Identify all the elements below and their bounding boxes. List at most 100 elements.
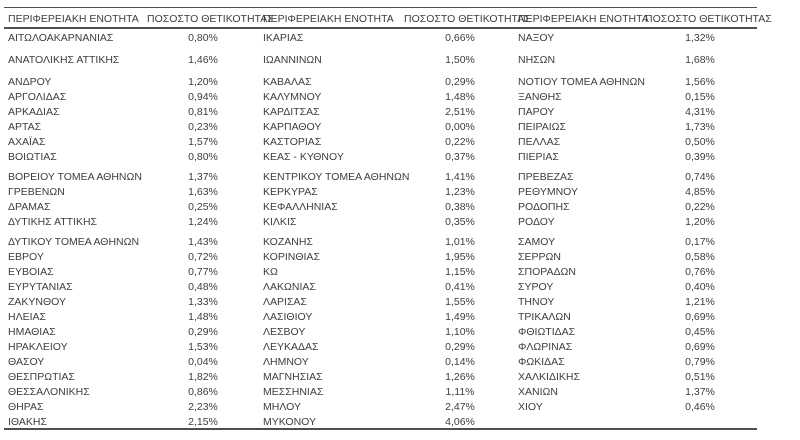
region-name: ΧΑΝΙΩΝ: [518, 386, 558, 398]
region-name: ΗΜΑΘΙΑΣ: [8, 326, 56, 338]
region-name: ΚΕΝΤΡΙΚΟΥ ΤΟΜΕΑ ΑΘΗΝΩΝ: [263, 171, 410, 183]
positivity-rate: 0,51%: [685, 371, 715, 383]
positivity-rate: 1,48%: [188, 311, 218, 323]
region-name: ΚΕΡΚΥΡΑΣ: [263, 186, 318, 198]
table-row: ΕΥΒΟΙΑΣ 0,77%: [8, 265, 258, 280]
table-row: ΚΑΒΑΛΑΣ 0,29%: [263, 75, 515, 90]
region-name: ΑΝΔΡΟΥ: [8, 76, 52, 88]
table-row: ΘΑΣΟΥ 0,04%: [8, 355, 258, 370]
positivity-rate: 0,37%: [445, 151, 475, 163]
column-header-rate: ΠΟΣΟΣΤΟ ΘΕΤΙΚΟΤΗΤΑΣ: [645, 13, 772, 25]
positivity-rate: 0,41%: [445, 281, 475, 293]
region-name: ΚΟΡΙΝΘΙΑΣ: [263, 251, 320, 263]
region-name: ΘΕΣΣΑΛΟΝΙΚΗΣ: [8, 386, 90, 398]
region-name: ΚΑΛΥΜΝΟΥ: [263, 91, 322, 103]
table-rows: ΝΑΞΟΥ 1,32% ΝΗΣΩΝ 1,68% ΝΟΤΙΟΥ ΤΟΜΕΑ ΑΘΗΝΩΝ 1…: [518, 31, 758, 415]
positivity-rate: 0,39%: [685, 151, 715, 163]
positivity-rate: 0,86%: [188, 386, 218, 398]
region-name: ΖΑΚΥΝΘΟΥ: [8, 296, 67, 308]
table-rows: ΙΚΑΡΙΑΣ 0,66% ΙΩΑΝΝΙΝΩΝ 1,50% ΚΑΒΑΛΑΣ 0,29% ΚΑ…: [263, 31, 515, 430]
table-row: ΛΑΡΙΣΑΣ 1,55%: [263, 295, 515, 310]
table-row: ΣΠΟΡΑΔΩΝ 0,76%: [518, 265, 758, 280]
region-name: ΛΑΣΙΘΙΟΥ: [263, 311, 313, 323]
region-name: ΗΛΕΙΑΣ: [8, 311, 47, 323]
positivity-rate: 0,29%: [445, 76, 475, 88]
table-row: ΕΥΡΥΤΑΝΙΑΣ 0,48%: [8, 280, 258, 295]
region-name: ΣΑΜΟΥ: [518, 236, 556, 248]
region-name: ΑΝΑΤΟΛΙΚΗΣ ΑΤΤΙΚΗΣ: [8, 54, 120, 66]
region-name: ΜΥΚΟΝΟΥ: [263, 416, 317, 428]
table-row: ΘΕΣΠΡΩΤΙΑΣ 1,82%: [8, 370, 258, 385]
positivity-rate: 1,41%: [445, 171, 475, 183]
region-name: ΙΚΑΡΙΑΣ: [263, 32, 304, 44]
column-header-region: ΠΕΡΙΦΕΡΕΙΑΚΗ ΕΝΟΤΗΤΑ: [263, 13, 394, 25]
positivity-rate: 0,15%: [685, 91, 715, 103]
positivity-rate: 1,21%: [685, 296, 715, 308]
region-name: ΑΡΓΟΛΙΔΑΣ: [8, 91, 67, 103]
region-name: ΠΑΡΟΥ: [518, 106, 555, 118]
table-row: ΜΥΚΟΝΟΥ 4,06%: [263, 415, 515, 430]
table-row: ΑΙΤΩΛΟΑΚΑΡΝΑΝΙΑΣ 0,80%: [8, 31, 258, 46]
region-name: ΕΥΒΟΙΑΣ: [8, 266, 54, 278]
positivity-rate: 0,04%: [188, 356, 218, 368]
positivity-rate: 1,43%: [188, 236, 218, 248]
region-name: ΛΕΥΚΑΔΑΣ: [263, 341, 319, 353]
region-name: ΝΑΞΟΥ: [518, 32, 555, 44]
table-row: ΤΡΙΚΑΛΩΝ 0,69%: [518, 310, 758, 325]
positivity-rate: 1,24%: [188, 216, 218, 228]
table-row: ΡΟΔΟΠΗΣ 0,22%: [518, 200, 758, 215]
table-row: ΧΙΟΥ 0,46%: [518, 400, 758, 415]
table-column-3: ΠΕΡΙΦΕΡΕΙΑΚΗ ΕΝΟΤΗΤΑ ΠΟΣΟΣΤΟ ΘΕΤΙΚΟΤΗΤΑΣ…: [518, 0, 772, 440]
positivity-rate: 0,69%: [685, 311, 715, 323]
positivity-rate: 0,66%: [445, 32, 475, 44]
region-name: ΜΑΓΝΗΣΙΑΣ: [263, 371, 323, 383]
positivity-rate: 1,32%: [685, 32, 715, 44]
table-row: ΤΗΝΟΥ 1,21%: [518, 295, 758, 310]
table-row: ΘΕΣΣΑΛΟΝΙΚΗΣ 0,86%: [8, 385, 258, 400]
region-name: ΝΟΤΙΟΥ ΤΟΜΕΑ ΑΘΗΝΩΝ: [518, 76, 645, 88]
table-row: ΕΒΡΟΥ 0,72%: [8, 250, 258, 265]
region-name: ΓΡΕΒΕΝΩΝ: [8, 186, 65, 198]
positivity-rate: 0,81%: [188, 106, 218, 118]
table-row: ΗΡΑΚΛΕΙΟΥ 1,53%: [8, 340, 258, 355]
positivity-rate: 1,20%: [685, 216, 715, 228]
table-row: ΚΕΡΚΥΡΑΣ 1,23%: [263, 185, 515, 200]
positivity-rate: 2,47%: [445, 401, 475, 413]
positivity-rate: 0,14%: [445, 356, 475, 368]
region-name: ΚΕΑΣ - ΚΥΘΝΟΥ: [263, 151, 344, 163]
positivity-rate: 1,20%: [188, 76, 218, 88]
positivity-rate: 1,53%: [188, 341, 218, 353]
positivity-rate: 1,95%: [445, 251, 475, 263]
region-name: ΛΕΣΒΟΥ: [263, 326, 306, 338]
table-row: ΚΩ 1,15%: [263, 265, 515, 280]
region-name: ΝΗΣΩΝ: [518, 54, 556, 66]
positivity-rate: 0,17%: [685, 236, 715, 248]
positivity-rate: 0,23%: [188, 121, 218, 133]
table-row: ΠΡΕΒΕΖΑΣ 0,74%: [518, 170, 758, 185]
table-row: ΘΗΡΑΣ 2,23%: [8, 400, 258, 415]
positivity-rate: 0,69%: [685, 341, 715, 353]
positivity-rate: 1,48%: [445, 91, 475, 103]
positivity-rate: 1,57%: [188, 136, 218, 148]
positivity-rate: 0,45%: [685, 326, 715, 338]
region-name: ΣΠΟΡΑΔΩΝ: [518, 266, 576, 278]
table-row: ΔΥΤΙΚΟΥ ΤΟΜΕΑ ΑΘΗΝΩΝ 1,43%: [8, 235, 258, 250]
positivity-rate: 4,85%: [685, 186, 715, 198]
positivity-rate: 1,73%: [685, 121, 715, 133]
positivity-rate: 4,31%: [685, 106, 715, 118]
region-name: ΔΥΤΙΚΟΥ ΤΟΜΕΑ ΑΘΗΝΩΝ: [8, 236, 140, 248]
positivity-rate: 0,50%: [685, 136, 715, 148]
region-name: ΠΕΛΛΑΣ: [518, 136, 561, 148]
region-name: ΜΕΣΣΗΝΙΑΣ: [263, 386, 324, 398]
positivity-rate: 0,35%: [445, 216, 475, 228]
positivity-rate: 0,29%: [445, 341, 475, 353]
region-name: ΚΑΡΔΙΤΣΑΣ: [263, 106, 320, 118]
table-row: ΚΑΛΥΜΝΟΥ 1,48%: [263, 90, 515, 105]
region-name: ΠΡΕΒΕΖΑΣ: [518, 171, 574, 183]
positivity-rate: 2,51%: [445, 106, 475, 118]
column-header-region: ΠΕΡΙΦΕΡΕΙΑΚΗ ΕΝΟΤΗΤΑ: [8, 13, 139, 25]
table-column-2: ΠΕΡΙΦΕΡΕΙΑΚΗ ΕΝΟΤΗΤΑ ΠΟΣΟΣΤΟ ΘΕΤΙΚΟΤΗΤΑΣ…: [263, 0, 531, 440]
table-row: ΚΟΖΑΝΗΣ 1,01%: [263, 235, 515, 250]
region-name: ΒΟΙΩΤΙΑΣ: [8, 151, 57, 163]
table-row: ΦΘΙΩΤΙΔΑΣ 0,45%: [518, 325, 758, 340]
